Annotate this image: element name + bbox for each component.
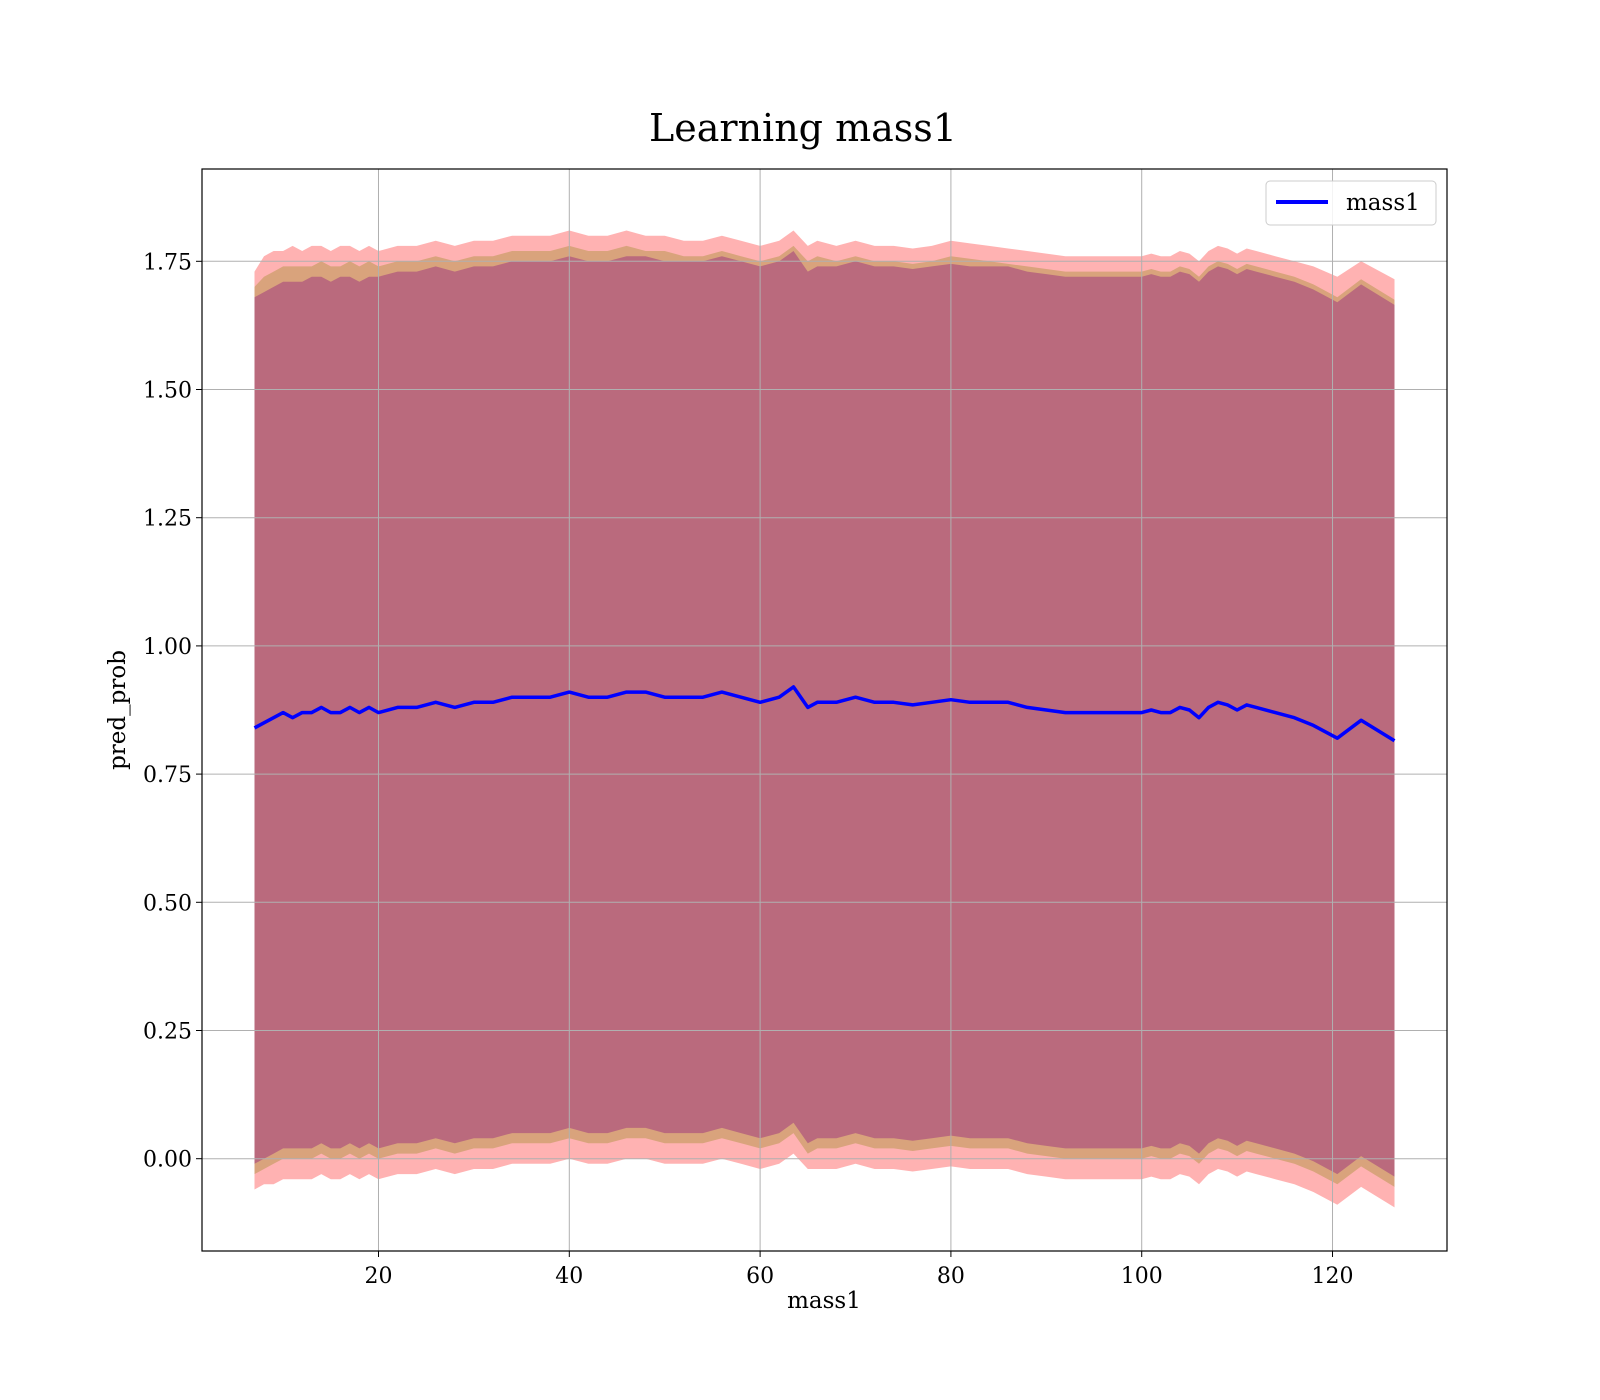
x-tick-label: 120 (1312, 1264, 1354, 1289)
band-mid (254, 245, 1395, 1187)
y-tick-label: 0.00 (143, 1148, 192, 1173)
chart-title: Learning mass1 (649, 106, 957, 150)
series-lines (253, 685, 1396, 743)
legend: mass1 (1265, 180, 1437, 226)
x-tick-label: 20 (364, 1264, 392, 1289)
band-outer (254, 230, 1395, 1208)
x-axis-ticks: 20 40 60 80 100 120 (364, 1251, 1354, 1289)
x-tick-label: 40 (555, 1264, 583, 1289)
legend-box (1265, 180, 1437, 226)
y-tick-label: 0.50 (143, 891, 192, 916)
x-tick-label: 80 (937, 1264, 965, 1289)
plot-frame (201, 168, 1448, 1252)
y-tick-label: 1.75 (143, 250, 192, 275)
legend-label-mass1: mass1 (1346, 190, 1420, 216)
y-tick-label: 1.25 (143, 507, 192, 532)
y-axis-label: pred_prob (105, 650, 131, 770)
band-inner (254, 251, 1395, 1177)
series-line-mass1 (253, 685, 1396, 743)
x-tick-label: 60 (746, 1264, 774, 1289)
grid (202, 169, 1447, 1251)
y-tick-label: 0.25 (143, 1019, 192, 1044)
y-tick-label: 1.00 (143, 635, 192, 660)
y-tick-label: 0.75 (143, 763, 192, 788)
x-tick-label: 100 (1121, 1264, 1163, 1289)
confidence-bands (254, 230, 1395, 1208)
y-tick-label: 1.50 (143, 379, 192, 404)
y-axis-ticks: 0.00 0.25 0.50 0.75 1.00 1.25 1.50 1.75 (143, 250, 202, 1173)
x-axis-label: mass1 (787, 1288, 861, 1314)
